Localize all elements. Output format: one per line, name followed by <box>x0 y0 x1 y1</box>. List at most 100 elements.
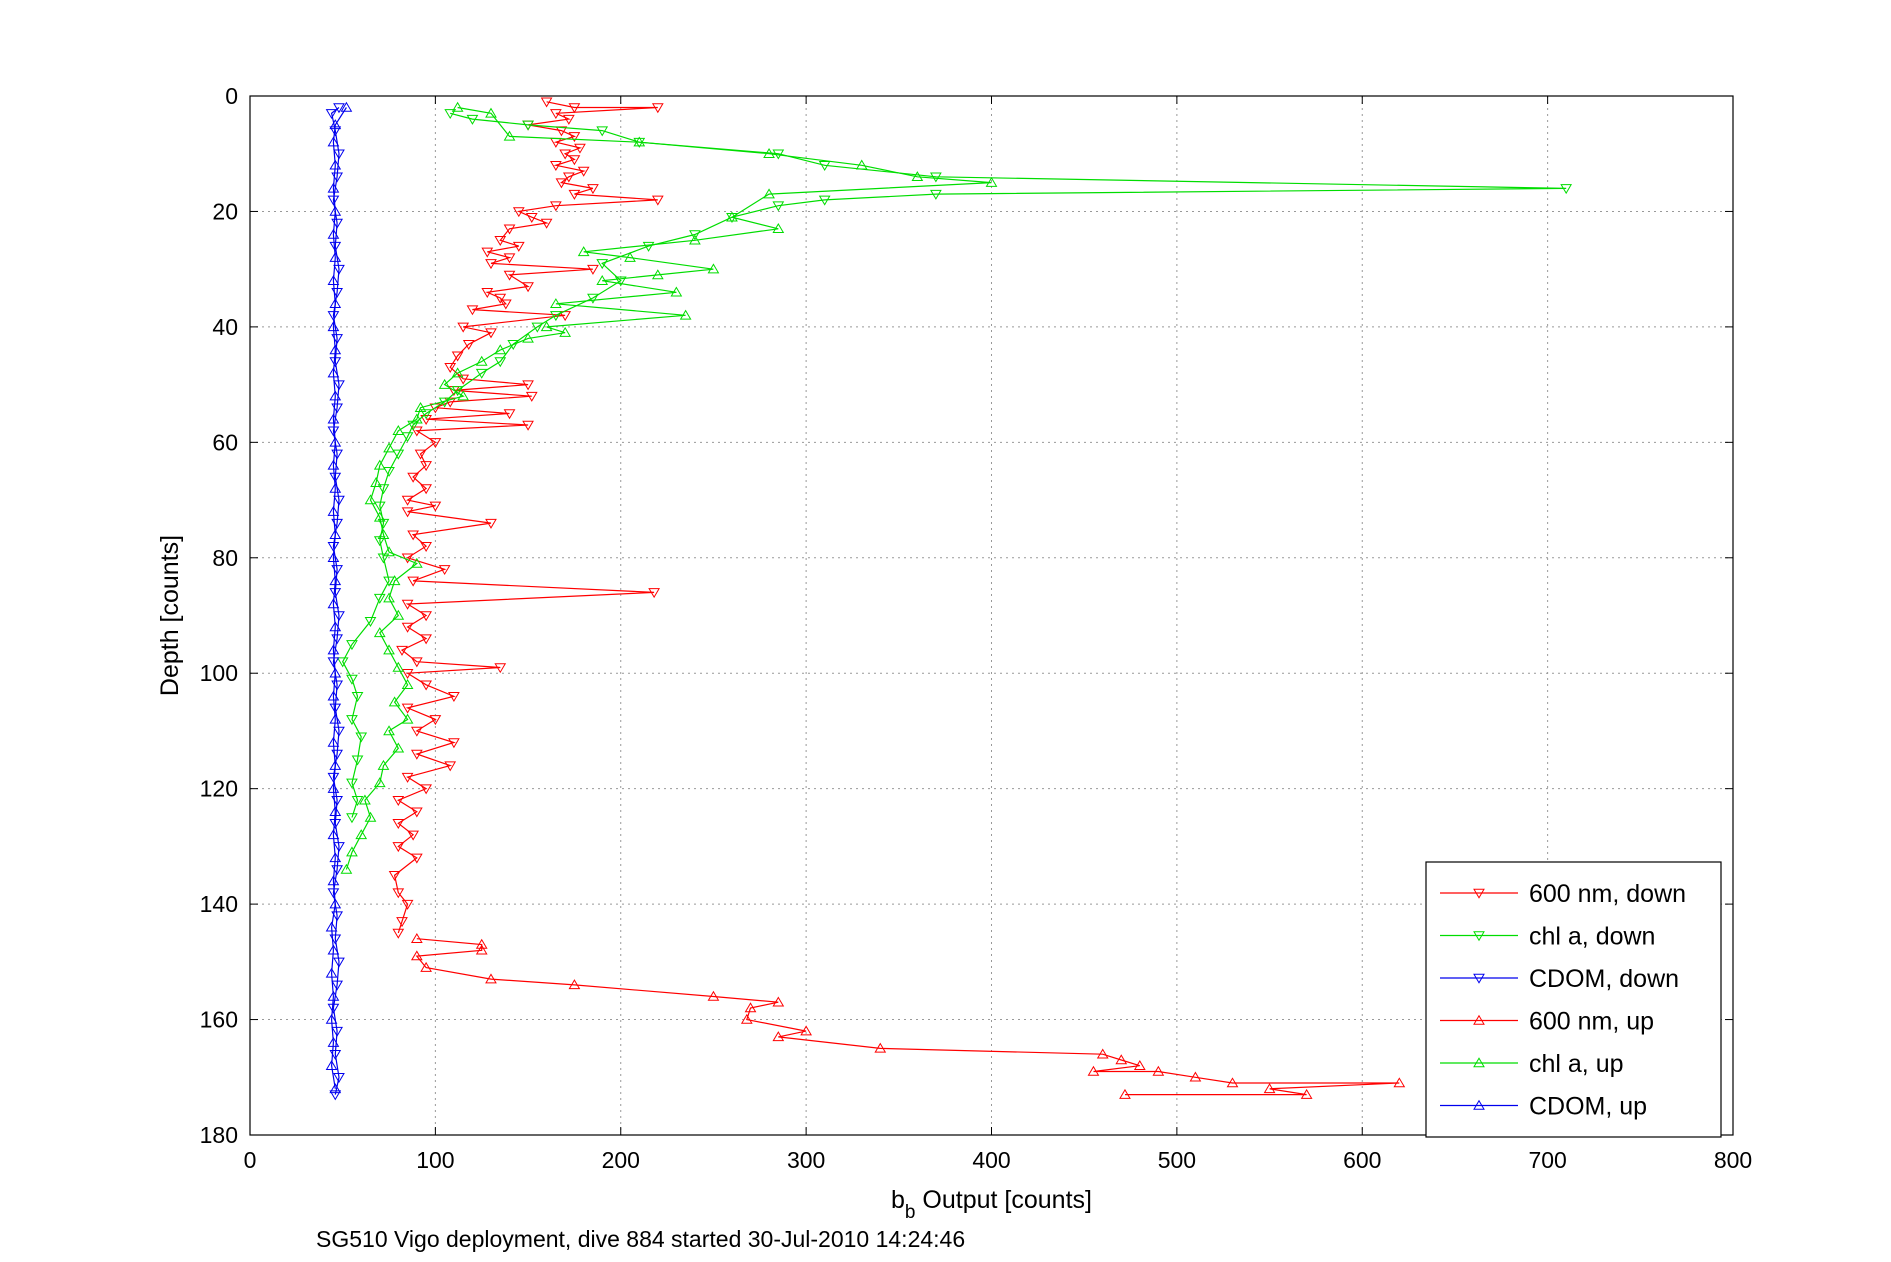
data-point <box>1560 184 1573 195</box>
x-tick-label: 0 <box>244 1147 257 1173</box>
data-point <box>772 201 785 212</box>
data-point <box>670 286 683 297</box>
data-point <box>740 1013 753 1024</box>
data-point <box>327 1036 340 1047</box>
data-point <box>485 328 497 339</box>
data-point <box>327 182 340 193</box>
x-tick-label: 100 <box>416 1147 454 1173</box>
data-point <box>503 224 516 235</box>
data-point <box>559 149 572 160</box>
series-3 <box>410 933 1406 1099</box>
data-point <box>985 176 998 187</box>
data-point <box>383 725 395 736</box>
data-point <box>327 505 340 516</box>
data-point <box>401 495 414 506</box>
series-line <box>393 101 658 934</box>
data-point <box>596 126 609 137</box>
data-point <box>1087 1065 1100 1076</box>
data-point <box>333 103 345 114</box>
data-point <box>377 484 390 495</box>
y-tick-label: 80 <box>212 545 238 571</box>
data-point <box>420 461 432 472</box>
data-point <box>1096 1048 1109 1059</box>
data-point <box>874 1042 887 1053</box>
data-point <box>1263 1083 1276 1094</box>
data-point <box>377 759 390 770</box>
data-point <box>420 634 432 645</box>
y-tick-label: 140 <box>200 891 238 917</box>
series-0 <box>388 97 664 939</box>
data-point <box>457 322 470 333</box>
data-point <box>475 368 488 379</box>
data-point <box>522 120 534 131</box>
y-tick-label: 120 <box>200 776 238 802</box>
legend-swatch-marker <box>1473 888 1485 899</box>
data-point <box>420 961 432 972</box>
data-point <box>772 996 785 1007</box>
data-point <box>451 101 464 112</box>
data-point <box>633 136 646 147</box>
data-point <box>494 236 507 247</box>
data-point <box>396 645 408 656</box>
data-point <box>444 363 457 374</box>
y-tick-label: 0 <box>225 83 238 109</box>
data-point <box>689 234 701 245</box>
data-point <box>462 339 475 350</box>
data-point <box>429 715 442 726</box>
data-point <box>475 355 488 366</box>
data-point <box>587 264 599 275</box>
data-point <box>624 251 636 262</box>
data-point <box>818 195 831 206</box>
data-point <box>549 311 562 322</box>
legend-item: CDOM, down <box>1440 965 1679 993</box>
data-point <box>420 611 432 622</box>
legend-item: chl a, down <box>1440 923 1655 951</box>
data-point <box>499 299 512 310</box>
series-4 <box>340 101 998 874</box>
legend-label: CDOM, down <box>1529 965 1679 993</box>
data-point <box>555 178 568 189</box>
data-point <box>331 1026 344 1037</box>
data-point <box>818 161 831 172</box>
series-line <box>415 938 1400 1096</box>
data-point <box>327 990 340 1001</box>
data-point <box>410 726 423 737</box>
data-point <box>485 107 497 118</box>
data-point <box>359 794 371 805</box>
data-point <box>485 518 497 529</box>
data-point <box>327 274 340 285</box>
data-point <box>346 846 358 857</box>
legend-item: chl a, up <box>1440 1050 1624 1078</box>
data-point <box>401 772 414 783</box>
data-point <box>327 690 340 701</box>
data-point <box>327 772 340 783</box>
legend-label: chl a, up <box>1529 1050 1624 1078</box>
data-point <box>772 223 785 234</box>
data-point <box>383 592 395 603</box>
data-point <box>457 390 470 401</box>
data-point <box>726 211 738 222</box>
data-point <box>392 661 405 672</box>
data-point <box>329 588 342 599</box>
y-tick-label: 100 <box>200 660 238 686</box>
data-point <box>414 449 427 460</box>
data-point <box>329 119 342 130</box>
data-point <box>329 390 342 401</box>
data-point <box>494 357 507 368</box>
data-point <box>1300 1088 1313 1099</box>
data-point <box>325 1013 338 1024</box>
data-point <box>420 484 432 495</box>
data-point <box>614 276 627 287</box>
data-point <box>327 1003 340 1014</box>
data-point <box>370 477 382 487</box>
data-point <box>373 501 386 512</box>
data-point <box>388 575 401 586</box>
x-axis-label: bb Output [counts] <box>891 1186 1092 1223</box>
data-point <box>340 101 353 112</box>
data-point <box>329 621 342 632</box>
y-tick-label: 20 <box>212 198 238 224</box>
legend-swatch-marker <box>1473 1057 1485 1068</box>
data-point <box>410 853 423 864</box>
data-point <box>329 436 342 447</box>
data-point <box>327 782 340 793</box>
